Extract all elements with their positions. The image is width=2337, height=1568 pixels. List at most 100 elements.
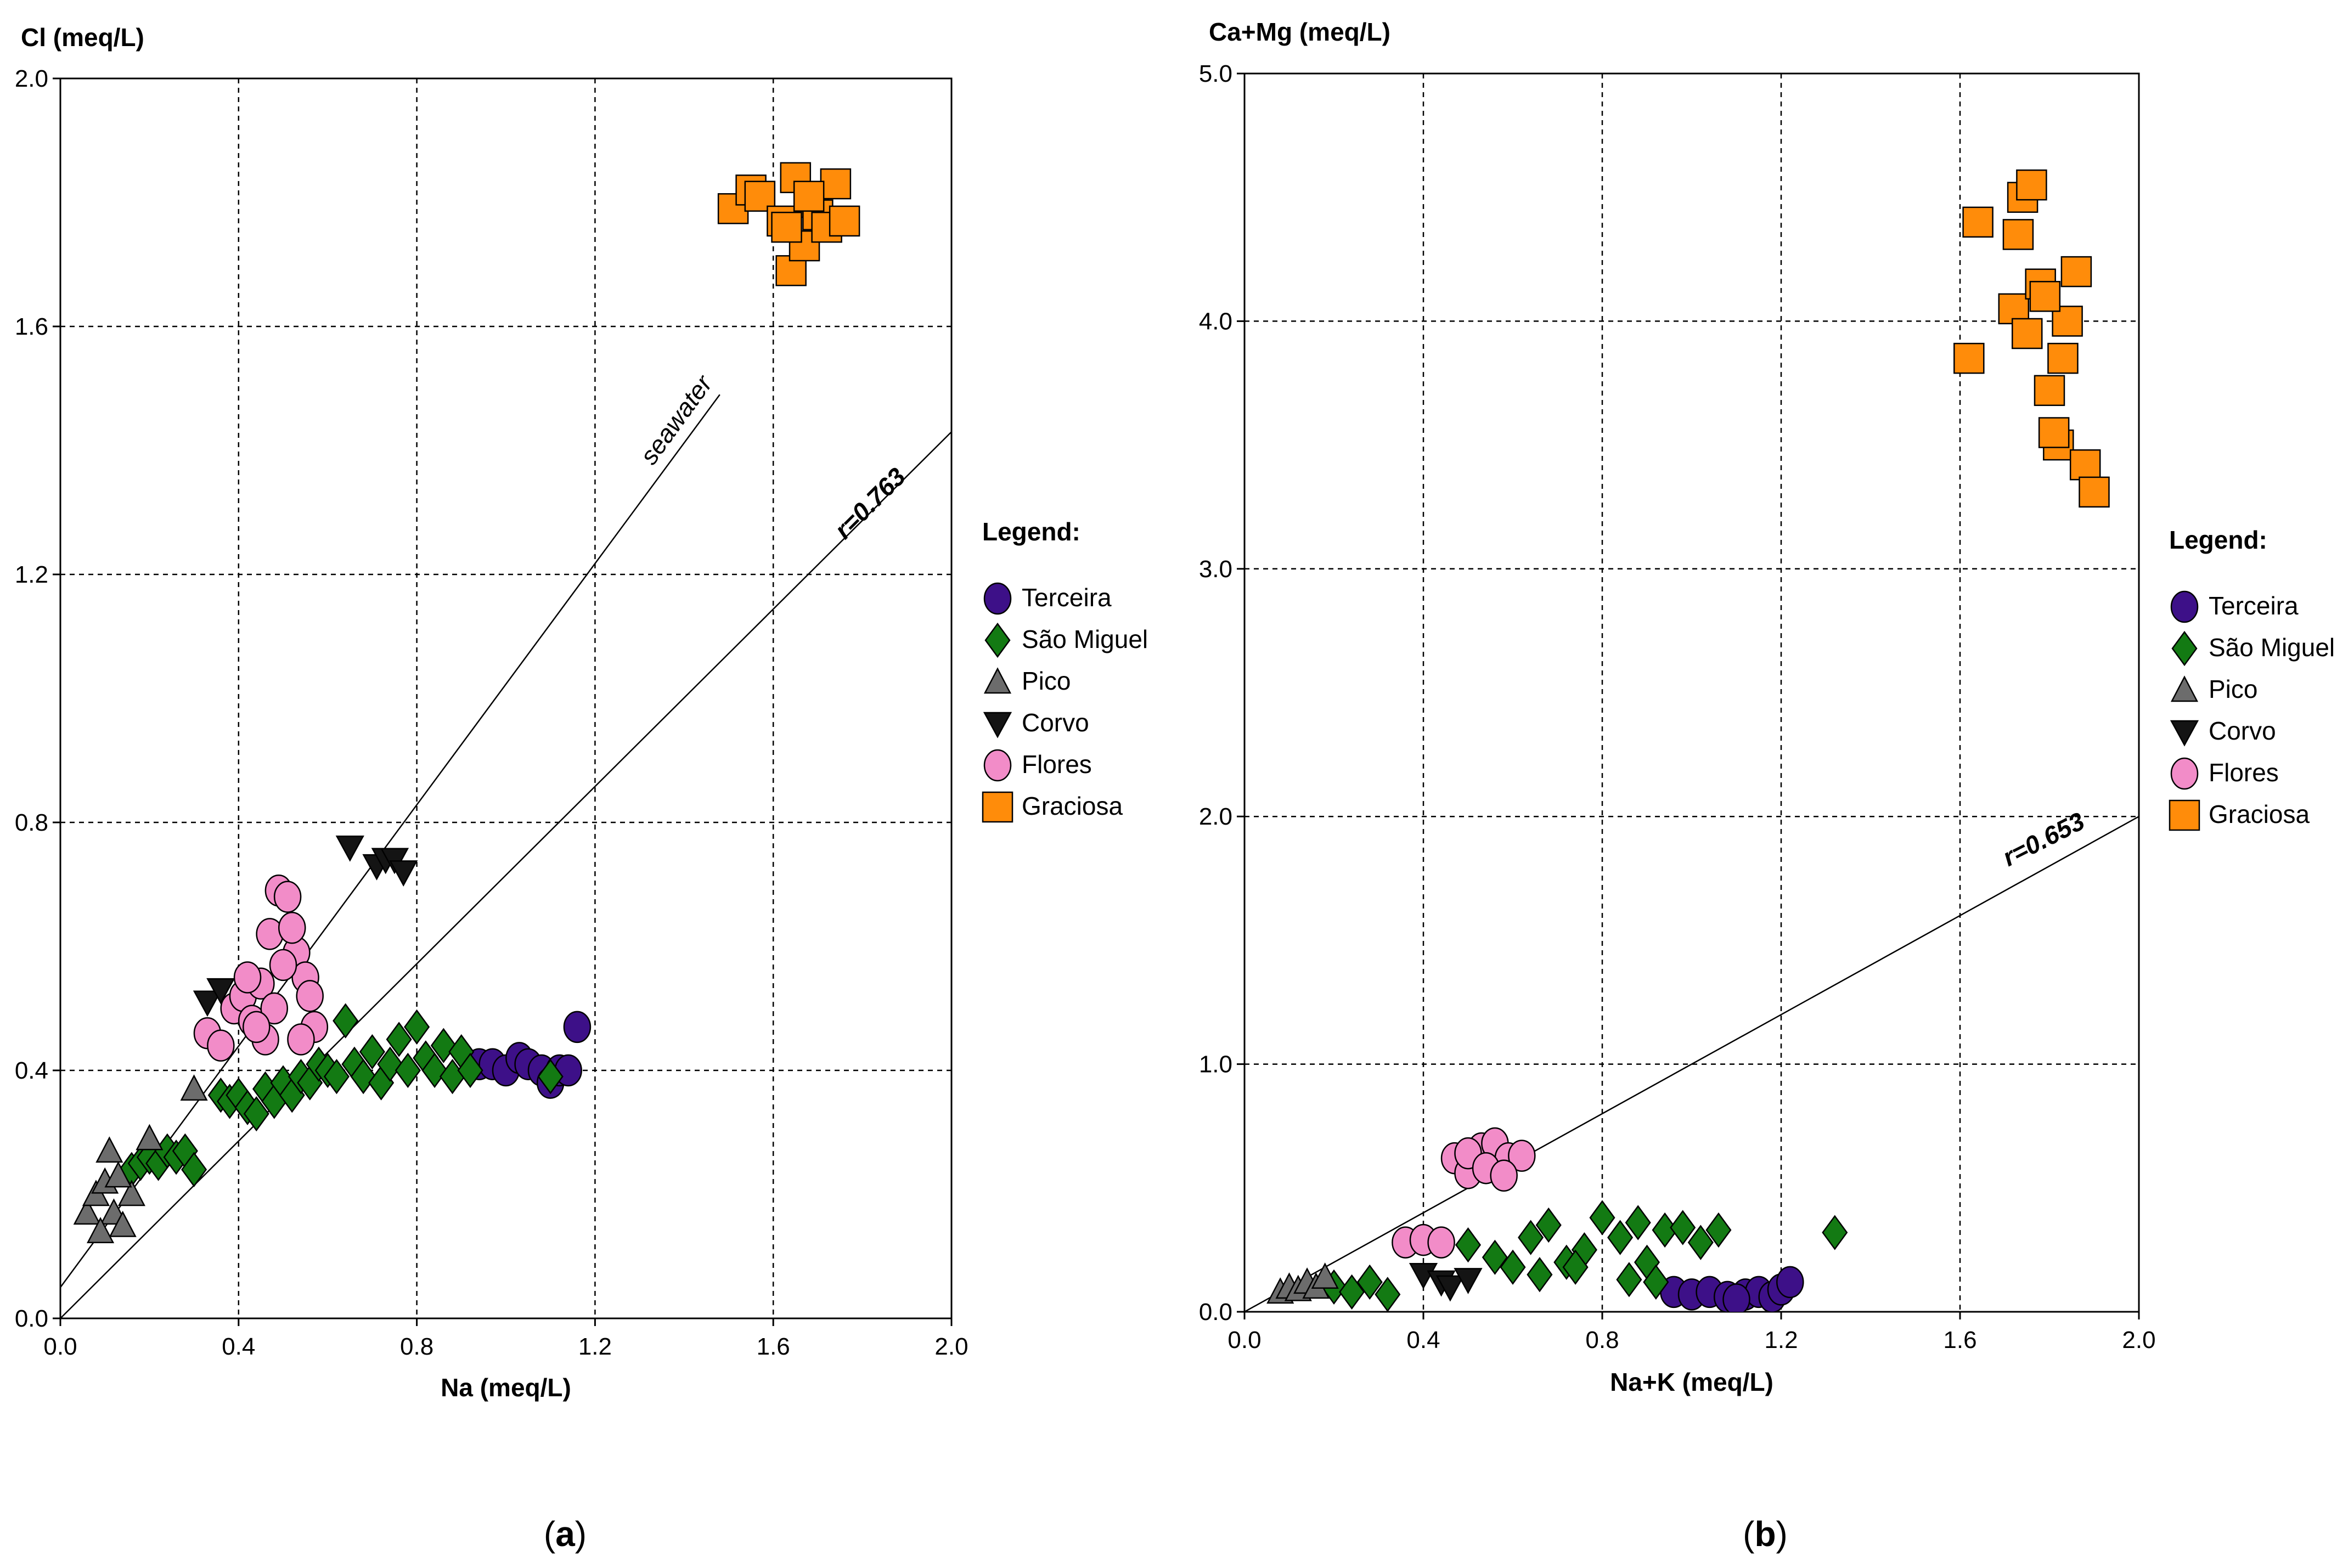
reference-line — [1244, 816, 2139, 1312]
data-point — [2060, 256, 2092, 287]
series-pico — [73, 1074, 208, 1244]
legend-marker — [982, 791, 1013, 823]
data-point — [1375, 1277, 1401, 1312]
data-point — [1455, 1227, 1482, 1263]
legend-marker — [983, 712, 1012, 738]
y-tick-label: 0.0 — [1199, 1299, 1232, 1326]
legend-label: Corvo — [1022, 708, 1089, 737]
panel-label-paren: ) — [1776, 1514, 1788, 1554]
y-tick-label: 0.4 — [15, 1057, 48, 1084]
data-point — [1962, 206, 1994, 238]
data-point — [1500, 1249, 1526, 1285]
legend-label: Pico — [2209, 675, 2257, 703]
y-tick-label: 0.8 — [15, 809, 48, 836]
data-point — [136, 1124, 164, 1150]
data-point — [278, 911, 306, 944]
series-corvo — [1409, 1263, 1483, 1302]
data-point — [104, 1161, 132, 1188]
data-point — [1687, 1225, 1714, 1260]
x-tick-label: 0.0 — [43, 1333, 77, 1360]
data-point — [1527, 1257, 1553, 1293]
x-tick-label: 0.8 — [400, 1333, 433, 1360]
data-point — [430, 1028, 457, 1063]
data-point — [2069, 449, 2101, 481]
series-pico — [1266, 1262, 1339, 1304]
data-point — [386, 1022, 412, 1057]
data-point — [1508, 1140, 1536, 1172]
panel-label-paren: ) — [575, 1514, 587, 1554]
y-axis-label: Ca+Mg (meq/L) — [1209, 18, 1390, 46]
data-point — [1490, 1159, 1518, 1192]
x-tick-label: 0.0 — [1227, 1327, 1261, 1353]
x-tick-label: 1.2 — [1764, 1327, 1798, 1353]
y-tick-label: 5.0 — [1199, 60, 1232, 87]
data-point — [389, 860, 418, 887]
x-tick-label: 2.0 — [934, 1333, 968, 1360]
data-point — [537, 1059, 564, 1095]
data-point — [260, 992, 289, 1025]
legend-marker — [2169, 799, 2200, 831]
data-point — [2012, 318, 2043, 349]
data-point — [181, 1152, 207, 1187]
legend-marker — [2171, 630, 2198, 667]
data-point — [1776, 1266, 1804, 1299]
plot-area — [1244, 169, 2139, 1312]
data-point — [1616, 1262, 1642, 1298]
data-point — [829, 205, 860, 237]
data-point — [744, 181, 776, 212]
y-tick-label: 1.2 — [15, 561, 48, 588]
series-sao_miguel — [119, 1003, 564, 1187]
legend-label: Terceira — [1022, 583, 1112, 612]
legend-marker — [2170, 675, 2199, 702]
series-graciosa — [1953, 169, 2110, 508]
data-point — [421, 1052, 448, 1088]
x-tick-label: 2.0 — [2122, 1327, 2155, 1353]
series-flores — [193, 875, 329, 1062]
data-point — [395, 1052, 421, 1088]
legend-label: São Miguel — [2209, 633, 2335, 662]
y-tick-label: 0.0 — [15, 1305, 48, 1332]
data-point — [377, 1046, 403, 1082]
legend-marker — [2170, 757, 2199, 790]
legend-marker — [2170, 720, 2199, 747]
plot-frame — [1243, 72, 2140, 1313]
data-point — [207, 1029, 235, 1062]
data-point — [269, 949, 297, 982]
data-point — [404, 1009, 430, 1045]
series-flores — [1392, 1127, 1536, 1259]
data-point — [243, 1011, 271, 1044]
data-point — [1356, 1264, 1383, 1300]
data-point — [206, 978, 235, 1005]
panel-label: (b) — [1743, 1514, 1788, 1554]
data-point — [2047, 342, 2079, 374]
series-terceira — [1660, 1266, 1804, 1312]
data-point — [273, 881, 302, 913]
data-point — [563, 1011, 592, 1044]
data-point — [1311, 1262, 1339, 1289]
data-point — [109, 1210, 137, 1237]
legend-label: Pico — [1022, 667, 1071, 695]
data-point — [87, 1217, 115, 1244]
data-point — [771, 211, 802, 243]
legend: Legend: Terceira São Miguel Pico Corvo Flores… — [982, 517, 1148, 823]
data-point — [243, 1096, 269, 1132]
data-point — [820, 168, 852, 200]
x-axis-label: Na (meq/L) — [441, 1373, 571, 1402]
data-point — [1518, 1220, 1544, 1255]
data-point — [1562, 1249, 1589, 1285]
panel-label-paren: ( — [544, 1514, 555, 1554]
data-point — [1643, 1264, 1669, 1300]
y-tick-label: 2.0 — [1199, 803, 1232, 830]
data-point — [1535, 1207, 1562, 1243]
series-sao_miguel — [1321, 1200, 1848, 1312]
data-point — [1427, 1226, 1455, 1259]
data-point — [457, 1052, 483, 1088]
data-point — [1482, 1239, 1508, 1275]
x-tick-label: 1.6 — [1943, 1327, 1976, 1353]
plot-frame — [59, 77, 953, 1319]
legend-label: Corvo — [2209, 717, 2276, 745]
legend-title: Legend: — [2169, 526, 2267, 554]
data-point — [2016, 169, 2047, 201]
y-tick-label: 1.0 — [1199, 1051, 1232, 1078]
